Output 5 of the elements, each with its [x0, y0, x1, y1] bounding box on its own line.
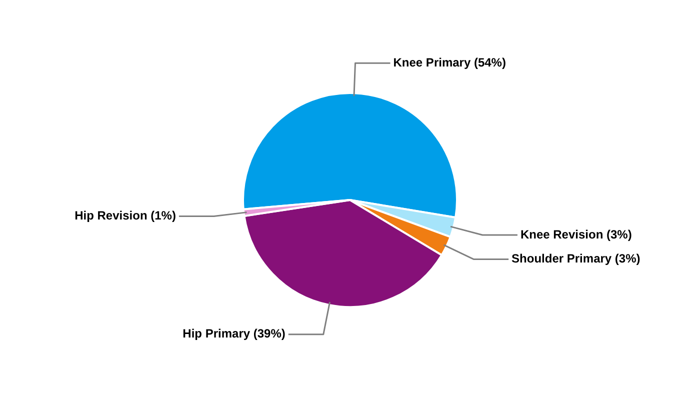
slice-label: Hip Revision (1%): [74, 208, 176, 223]
slice-label: Knee Revision (3%): [520, 227, 632, 242]
slice-label: Shoulder Primary (3%): [512, 252, 640, 266]
slice-label: Knee Primary (54%): [393, 55, 506, 70]
slice-label: Hip Primary (39%): [182, 326, 286, 341]
